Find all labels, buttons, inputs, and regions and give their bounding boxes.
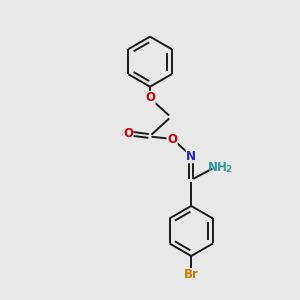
Text: O: O bbox=[167, 133, 177, 146]
Text: NH: NH bbox=[208, 160, 228, 174]
Text: Br: Br bbox=[184, 268, 199, 281]
Text: N: N bbox=[186, 150, 196, 163]
Text: O: O bbox=[145, 92, 155, 104]
Text: 2: 2 bbox=[225, 165, 231, 174]
Text: O: O bbox=[123, 127, 133, 140]
